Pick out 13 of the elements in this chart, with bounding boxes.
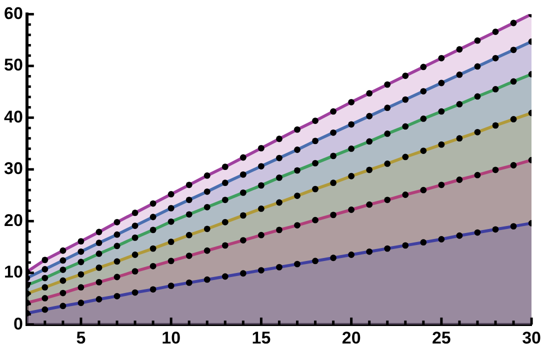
y-tick-label: 0 bbox=[13, 314, 23, 334]
x-tick-label: 30 bbox=[522, 328, 542, 348]
y-tick-label: 30 bbox=[4, 159, 23, 178]
x-tick-label: 25 bbox=[432, 328, 451, 348]
x-tick-label: 15 bbox=[252, 328, 271, 348]
y-tick-label: 60 bbox=[4, 4, 23, 23]
y-tick-label: 50 bbox=[4, 56, 23, 75]
x-tick-label: 10 bbox=[162, 328, 181, 348]
x-tick-label: 20 bbox=[342, 328, 361, 348]
y-tick-label: 10 bbox=[4, 262, 23, 282]
y-tick-label: 20 bbox=[4, 210, 23, 230]
x-tick-label: 5 bbox=[76, 328, 86, 348]
y-tick-label: 40 bbox=[4, 107, 23, 126]
